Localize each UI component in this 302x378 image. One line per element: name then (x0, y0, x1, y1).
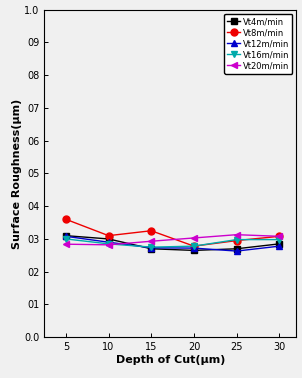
Vt4m/min (235, 246, 239, 251)
Line: Vt16m/min: Vt16m/min (63, 235, 283, 251)
Vt16m/min (107, 242, 110, 246)
Vt4m/min (107, 237, 110, 241)
Vt8m/min (192, 244, 196, 248)
Y-axis label: Surface Roughness(μm): Surface Roughness(μm) (11, 98, 22, 248)
Vt16m/min (64, 237, 68, 241)
Vt20m/min (192, 236, 196, 240)
Vt20m/min (278, 234, 281, 239)
Vt16m/min (235, 237, 239, 242)
Vt8m/min (235, 238, 239, 243)
Legend: Vt4m/min, Vt8m/min, Vt12m/min, Vt16m/min, Vt20m/min: Vt4m/min, Vt8m/min, Vt12m/min, Vt16m/min… (224, 14, 292, 74)
Vt4m/min (192, 248, 196, 253)
Vt20m/min (64, 242, 68, 246)
Vt12m/min (149, 246, 153, 250)
Vt4m/min (278, 242, 281, 246)
X-axis label: Depth of Cut(μm): Depth of Cut(μm) (116, 355, 225, 365)
Vt8m/min (149, 228, 153, 233)
Vt20m/min (235, 232, 239, 237)
Vt16m/min (149, 245, 153, 249)
Line: Vt20m/min: Vt20m/min (63, 231, 283, 248)
Vt8m/min (107, 233, 110, 238)
Vt16m/min (278, 237, 281, 242)
Line: Vt8m/min: Vt8m/min (63, 216, 283, 249)
Vt12m/min (107, 240, 110, 245)
Vt8m/min (278, 234, 281, 239)
Vt16m/min (192, 244, 196, 248)
Vt8m/min (64, 217, 68, 222)
Line: Vt4m/min: Vt4m/min (63, 233, 282, 253)
Vt4m/min (149, 246, 153, 251)
Vt12m/min (278, 244, 281, 248)
Vt12m/min (64, 234, 68, 239)
Vt12m/min (235, 249, 239, 253)
Vt20m/min (107, 243, 110, 247)
Vt4m/min (64, 233, 68, 238)
Vt20m/min (149, 239, 153, 243)
Vt12m/min (192, 246, 196, 250)
Line: Vt12m/min: Vt12m/min (63, 233, 283, 254)
